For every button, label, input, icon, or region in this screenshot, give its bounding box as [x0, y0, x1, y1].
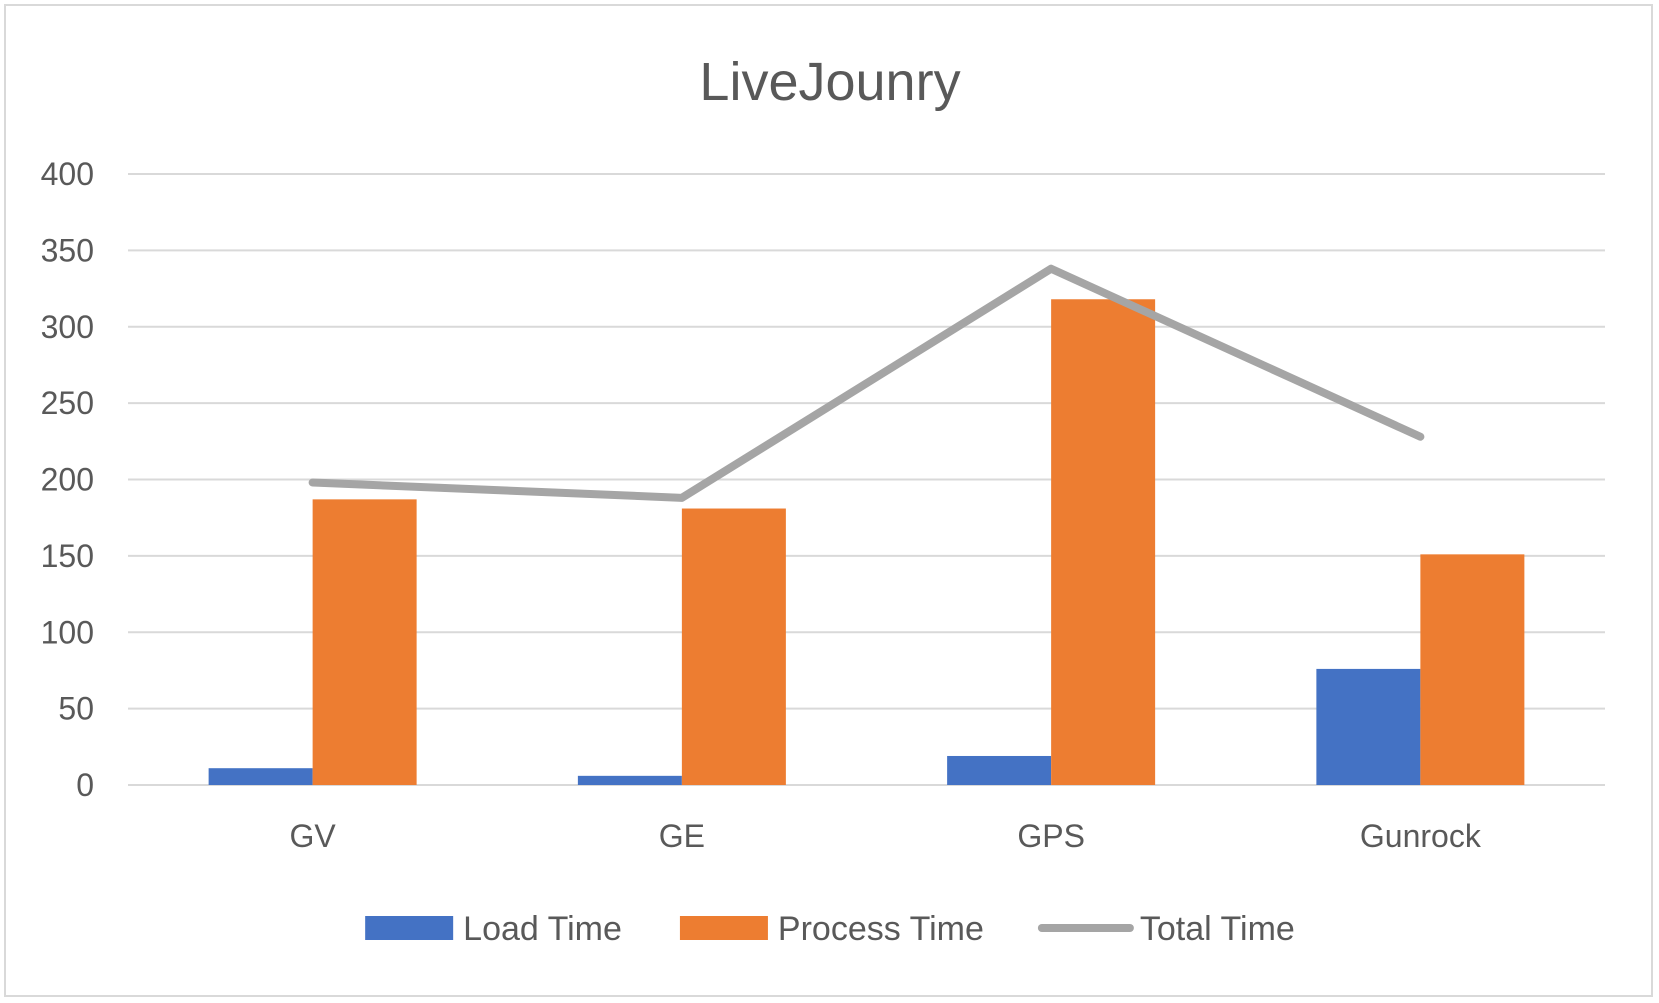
- process-time-bar: [312, 499, 417, 785]
- x-tick-label: GE: [659, 818, 705, 854]
- load-time-bar: [208, 768, 313, 785]
- y-tick-label: 0: [76, 767, 94, 803]
- process-time-bar: [1420, 554, 1525, 785]
- y-tick-label: 400: [41, 156, 94, 192]
- y-tick-label: 300: [41, 309, 94, 345]
- x-axis-tick-labels: GV GE GPS Gunrock: [290, 818, 1482, 854]
- y-tick-label: 50: [58, 691, 94, 727]
- chart-frame: [4, 4, 1653, 997]
- bars: [208, 299, 1525, 785]
- y-tick-label: 100: [41, 614, 94, 650]
- y-tick-label: 350: [41, 232, 94, 268]
- total-time-line-layer: [308, 264, 1425, 502]
- total-time-line: [308, 264, 1425, 502]
- x-tick-label: Gunrock: [1360, 818, 1482, 854]
- legend-swatch-load-time: [365, 916, 454, 940]
- chart-title: LiveJounry: [699, 52, 960, 112]
- legend-swatch-process-time: [679, 916, 768, 940]
- x-tick-label: GPS: [1017, 818, 1085, 854]
- legend: Load Time Process Time Total Time: [365, 910, 1295, 948]
- process-time-bar: [681, 508, 786, 785]
- y-axis-tick-labels: 0 50 100 150 200 250 300 350 400: [41, 156, 94, 803]
- y-tick-label: 200: [41, 462, 94, 498]
- load-time-bar: [577, 775, 682, 785]
- legend-label-process-time: Process Time: [778, 910, 984, 948]
- y-tick-label: 150: [41, 538, 94, 574]
- load-time-bar: [947, 755, 1052, 785]
- y-tick-label: 250: [41, 385, 94, 421]
- process-time-bar: [1051, 299, 1156, 785]
- legend-label-load-time: Load Time: [463, 910, 622, 948]
- x-tick-label: GV: [290, 818, 337, 854]
- legend-label-total-time: Total Time: [1140, 910, 1295, 948]
- load-time-bar: [1316, 668, 1421, 785]
